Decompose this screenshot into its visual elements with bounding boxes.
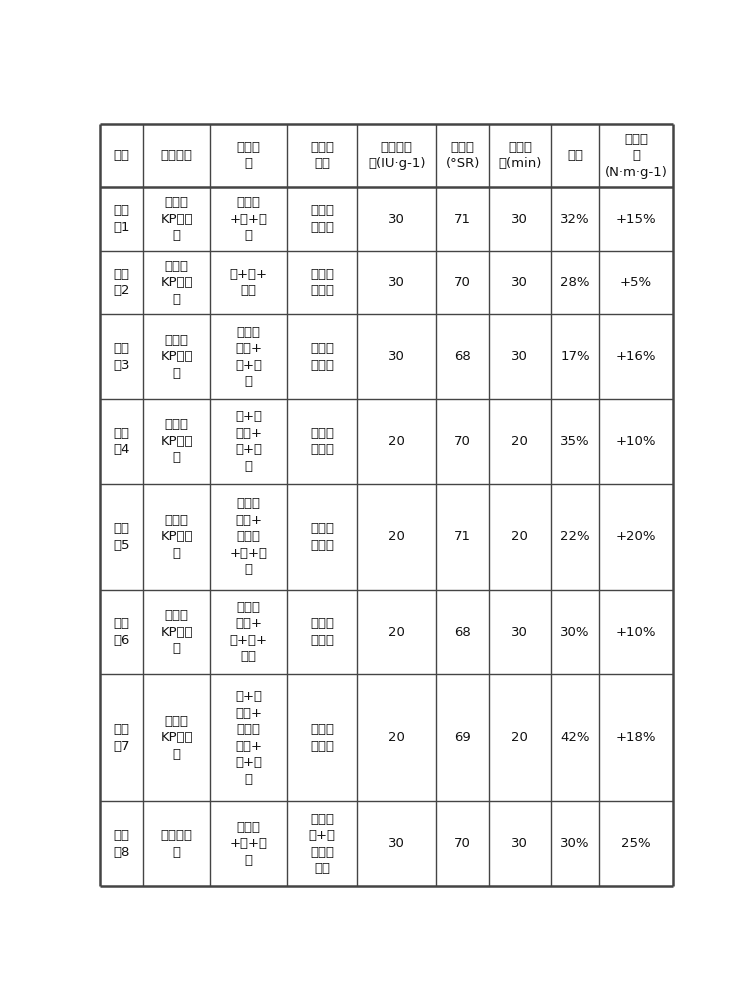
Text: 42%: 42%: [560, 731, 590, 744]
Text: +10%: +10%: [616, 626, 656, 639]
Text: 70: 70: [454, 276, 471, 289]
Text: 磨浆方
式: 磨浆方 式: [237, 141, 261, 170]
Text: +16%: +16%: [616, 350, 656, 363]
Text: 实施
例3: 实施 例3: [113, 342, 130, 372]
Text: 69: 69: [455, 731, 471, 744]
Text: 30: 30: [511, 276, 529, 289]
Text: 针叶木
KP漂白
浆: 针叶木 KP漂白 浆: [161, 609, 193, 655]
Text: 针叶木
KP漂白
浆: 针叶木 KP漂白 浆: [161, 715, 193, 761]
Text: +5%: +5%: [620, 276, 652, 289]
Text: 复合纤
维素酶: 复合纤 维素酶: [310, 427, 334, 456]
Text: 17%: 17%: [560, 350, 590, 363]
Text: 68: 68: [455, 350, 471, 363]
Text: 30: 30: [511, 350, 529, 363]
Text: 30: 30: [511, 213, 529, 226]
Text: 复合纤
维素酶: 复合纤 维素酶: [310, 522, 334, 552]
Text: 碱+酶+
磨浆: 碱+酶+ 磨浆: [229, 268, 268, 297]
Text: 20: 20: [388, 435, 405, 448]
Text: 20: 20: [388, 731, 405, 744]
Text: 碱+超
声波+
酶+磨
浆: 碱+超 声波+ 酶+磨 浆: [235, 410, 262, 473]
Text: 针叶木
KP漂白
浆: 针叶木 KP漂白 浆: [161, 514, 193, 560]
Text: 30: 30: [388, 350, 405, 363]
Text: 68: 68: [455, 626, 471, 639]
Text: 71: 71: [454, 530, 471, 543]
Text: 针叶木
KP漂白
浆: 针叶木 KP漂白 浆: [161, 418, 193, 464]
Text: 22%: 22%: [560, 530, 590, 543]
Text: +15%: +15%: [616, 213, 657, 226]
Text: 20: 20: [511, 435, 529, 448]
Text: 纤维素
酶+锰
过氧化
氢酶: 纤维素 酶+锰 过氧化 氢酶: [308, 813, 336, 875]
Text: 30%: 30%: [560, 626, 590, 639]
Text: 针叶木
KP漂白
浆: 针叶木 KP漂白 浆: [161, 260, 193, 306]
Text: 30: 30: [388, 837, 405, 850]
Text: 针叶木
KP漂白
浆: 针叶木 KP漂白 浆: [161, 196, 193, 242]
Text: 71: 71: [454, 213, 471, 226]
Text: 20: 20: [388, 530, 405, 543]
Text: 25%: 25%: [621, 837, 651, 850]
Text: 70: 70: [454, 435, 471, 448]
Text: 20: 20: [511, 731, 529, 744]
Text: 实施
例8: 实施 例8: [113, 829, 130, 859]
Text: 32%: 32%: [560, 213, 590, 226]
Text: +20%: +20%: [616, 530, 656, 543]
Text: 化学机械
浆: 化学机械 浆: [161, 829, 193, 859]
Text: 30%: 30%: [560, 837, 590, 850]
Text: 复合纤
维素酶: 复合纤 维素酶: [310, 268, 334, 297]
Text: 实施
例2: 实施 例2: [113, 268, 130, 297]
Text: 超声波
+酶+磨
浆: 超声波 +酶+磨 浆: [229, 196, 268, 242]
Text: 30: 30: [511, 837, 529, 850]
Text: 处理时
间(min): 处理时 间(min): [498, 141, 541, 170]
Text: 节能: 节能: [567, 149, 583, 162]
Text: 抗张指
数
(N·m·g-1): 抗张指 数 (N·m·g-1): [605, 133, 667, 179]
Text: 70: 70: [454, 837, 471, 850]
Text: 碱+超
声波+
表面活
性剂+
酶+磨
浆: 碱+超 声波+ 表面活 性剂+ 酶+磨 浆: [235, 690, 262, 786]
Text: 实施
例1: 实施 例1: [113, 204, 130, 234]
Text: 20: 20: [388, 626, 405, 639]
Text: 超声波
+酶+磨
浆: 超声波 +酶+磨 浆: [229, 821, 268, 867]
Text: +18%: +18%: [616, 731, 656, 744]
Text: 复合纤
维素酶: 复合纤 维素酶: [310, 342, 334, 372]
Text: 表面活
性剂+
酶+磨
浆: 表面活 性剂+ 酶+磨 浆: [235, 326, 262, 388]
Text: 生物酶
种类: 生物酶 种类: [310, 141, 334, 170]
Text: 30: 30: [388, 213, 405, 226]
Text: 30: 30: [388, 276, 405, 289]
Text: 生物酶用
量(IU·g-1): 生物酶用 量(IU·g-1): [368, 141, 425, 170]
Text: 实施
例6: 实施 例6: [113, 617, 130, 647]
Text: 纸浆原料: 纸浆原料: [161, 149, 193, 162]
Text: 实施
例5: 实施 例5: [113, 522, 130, 552]
Text: 复合纤
维素酶: 复合纤 维素酶: [310, 723, 334, 753]
Text: 复合纤
维素酶: 复合纤 维素酶: [310, 617, 334, 647]
Text: 复合纤
维素酶: 复合纤 维素酶: [310, 204, 334, 234]
Text: 30: 30: [511, 626, 529, 639]
Text: 表面活
性剂+
碱+酶+
磨浆: 表面活 性剂+ 碱+酶+ 磨浆: [229, 601, 268, 663]
Text: 打浆度
(°SR): 打浆度 (°SR): [446, 141, 480, 170]
Text: 序号: 序号: [114, 149, 130, 162]
Text: 28%: 28%: [560, 276, 590, 289]
Text: 针叶木
KP漂白
浆: 针叶木 KP漂白 浆: [161, 334, 193, 380]
Text: 35%: 35%: [560, 435, 590, 448]
Text: 实施
例7: 实施 例7: [113, 723, 130, 753]
Text: 表面活
性剂+
超声波
+酶+磨
浆: 表面活 性剂+ 超声波 +酶+磨 浆: [229, 497, 268, 576]
Text: 实施
例4: 实施 例4: [113, 427, 130, 456]
Text: +10%: +10%: [616, 435, 656, 448]
Text: 20: 20: [511, 530, 529, 543]
